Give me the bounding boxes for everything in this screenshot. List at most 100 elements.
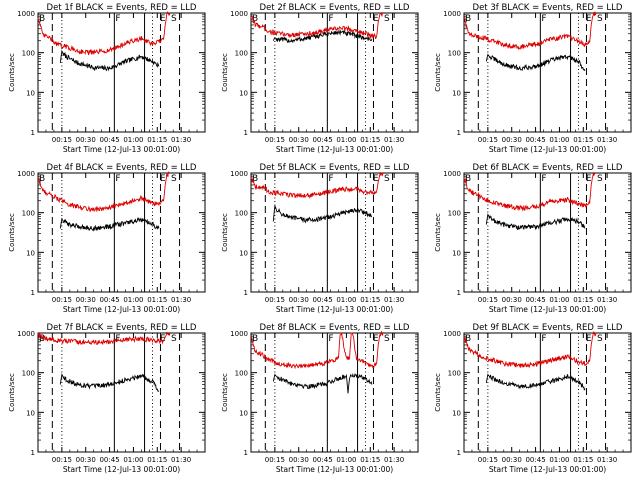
x-axis-label: Start Time (12-Jul-13 00:01:00) [276,465,393,474]
x-tick-label: 00:15 [52,296,72,304]
lld-series-line [250,330,384,370]
x-tick-label: 01:30 [597,456,617,464]
lld-series-line [37,171,171,212]
x-axis-label: Start Time (12-Jul-13 00:01:00) [63,145,180,154]
y-tick-label: 10 [239,89,248,97]
x-tick-label: 00:30 [289,136,309,144]
y-axis-label: Counts/sec [8,373,16,412]
x-tick-label: 00:15 [265,136,285,144]
detector-chart: Det 8f BLACK = Events, RED = LLD 1 10 100 10… [221,323,419,474]
chart-title: Det 2f BLACK = Events, RED = LLD [260,3,410,13]
event-marker-label: E [586,334,592,344]
event-marker-label: S [597,14,603,24]
y-tick-label: 1000 [230,170,248,178]
event-marker-label: B [465,334,471,344]
event-marker-label: B [39,14,45,24]
x-tick-label: 00:45 [312,136,332,144]
lld-series-line [37,331,171,346]
events-series-line [272,372,373,394]
x-tick-label: 00:30 [76,296,96,304]
x-tick-label: 01:15 [573,296,593,304]
x-tick-label: 00:45 [99,136,119,144]
x-axis-label: Start Time (12-Jul-13 00:01:00) [489,465,606,474]
x-tick-label: 00:45 [525,136,545,144]
x-tick-label: 00:15 [478,136,498,144]
x-axis-label: Start Time (12-Jul-13 00:01:00) [489,145,606,154]
y-tick-label: 1000 [17,10,35,18]
x-tick-label: 01:00 [549,136,569,144]
x-tick-label: 01:15 [573,136,593,144]
x-tick-label: 01:30 [597,136,617,144]
x-tick-label: 01:30 [171,456,191,464]
y-tick-label: 1000 [443,170,461,178]
chart-title: Det 9f BLACK = Events, RED = LLD [473,323,623,333]
events-series-line [485,53,586,71]
plot-frame [37,332,206,453]
x-tick-label: 01:15 [360,136,380,144]
x-tick-label: 01:00 [123,136,143,144]
x-axis-label: Start Time (12-Jul-13 00:01:00) [489,305,606,314]
events-series-line [485,373,586,391]
x-tick-label: 00:45 [525,296,545,304]
y-tick-label: 1 [244,129,248,137]
x-axis-label: Start Time (12-Jul-13 00:01:00) [63,305,180,314]
x-tick-label: 00:15 [478,296,498,304]
events-series-line [59,373,160,393]
x-tick-label: 01:30 [171,136,191,144]
y-tick-label: 1 [31,449,35,457]
y-tick-label: 1 [244,289,248,297]
y-axis-label: Counts/sec [8,53,16,92]
x-tick-label: 01:30 [384,456,404,464]
y-tick-label: 1 [31,129,35,137]
x-axis-label: Start Time (12-Jul-13 00:01:00) [63,465,180,474]
chart-title: Det 6f BLACK = Events, RED = LLD [473,163,623,173]
y-tick-label: 1 [457,129,461,137]
x-tick-label: 00:45 [99,456,119,464]
y-tick-label: 1000 [443,10,461,18]
y-tick-label: 100 [22,370,35,378]
event-marker-label: E [373,334,379,344]
x-tick-label: 00:15 [265,456,285,464]
chart-title: Det 1f BLACK = Events, RED = LLD [47,3,197,13]
y-tick-label: 10 [452,89,461,97]
y-tick-label: 100 [448,210,461,218]
x-tick-label: 01:00 [336,136,356,144]
y-tick-label: 1 [457,289,461,297]
chart-title: Det 3f BLACK = Events, RED = LLD [473,3,623,13]
x-tick-label: 00:30 [76,136,96,144]
lld-series-line [250,172,384,199]
event-marker-label: E [586,14,592,24]
y-tick-label: 1 [31,289,35,297]
detector-chart: Det 1f BLACK = Events, RED = LLD 1 10 100 10… [8,3,206,154]
y-tick-label: 10 [26,409,35,417]
y-tick-label: 100 [235,210,248,218]
x-tick-label: 01:00 [123,456,143,464]
plot-frame [250,332,419,453]
event-marker-label: F [541,334,546,344]
detector-chart: Det 2f BLACK = Events, RED = LLD 1 10 100 10… [221,3,419,154]
y-axis-label: Counts/sec [434,213,442,252]
event-marker-label: F [328,14,333,24]
event-marker-label: B [465,14,471,24]
y-tick-label: 100 [448,50,461,58]
x-tick-label: 00:45 [312,296,332,304]
x-tick-label: 01:15 [147,456,167,464]
x-tick-label: 01:30 [384,296,404,304]
y-tick-label: 1000 [230,10,248,18]
detector-chart: Det 5f BLACK = Events, RED = LLD 1 10 100 10… [221,163,419,314]
event-marker-label: B [252,334,258,344]
lld-series-line [463,11,597,51]
x-tick-label: 01:00 [123,296,143,304]
x-tick-label: 00:45 [99,296,119,304]
x-tick-label: 00:30 [502,136,522,144]
events-series-line [272,28,373,44]
chart-title: Det 8f BLACK = Events, RED = LLD [260,323,410,333]
events-series-line [272,205,373,224]
detector-chart: Det 6f BLACK = Events, RED = LLD 1 10 100 10… [434,163,632,314]
x-tick-label: 01:30 [597,296,617,304]
plot-frame [37,12,206,133]
event-marker-label: F [328,174,333,184]
y-tick-label: 1000 [17,330,35,338]
detector-chart: Det 4f BLACK = Events, RED = LLD 1 10 100 10… [8,163,206,314]
